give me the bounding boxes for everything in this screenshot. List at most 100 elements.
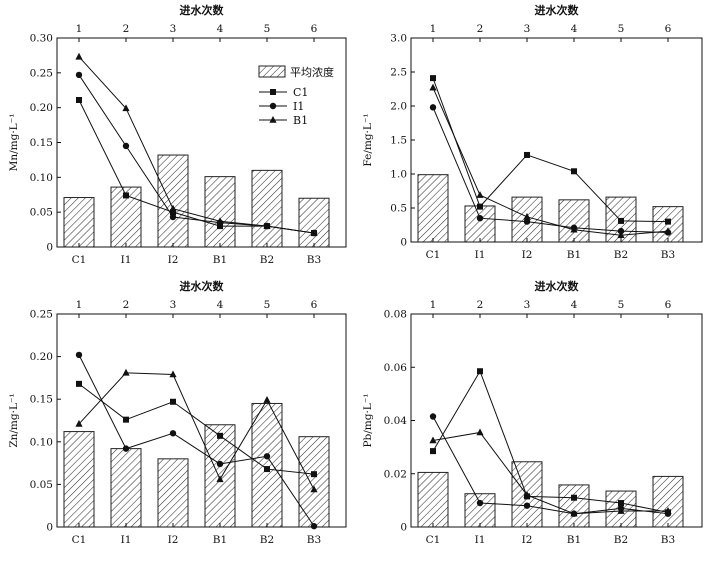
top-tick-label: 5: [618, 299, 625, 311]
point-I1: [75, 351, 83, 359]
point-I1: [75, 71, 83, 79]
bar-B1: [204, 176, 236, 248]
point-B1: [570, 225, 578, 233]
bar-C1: [63, 197, 95, 248]
top-tick-label: 3: [524, 299, 531, 311]
point-I1: [523, 502, 531, 509]
x-tick-label: I2: [168, 254, 179, 266]
point-C1: [217, 223, 223, 230]
point-I1: [429, 104, 437, 111]
plot-frame: [56, 313, 347, 528]
top-axis-title: 进水次数: [535, 3, 580, 17]
x-tick-label: C1: [426, 249, 441, 261]
point-C1: [170, 209, 176, 216]
point-B1: [169, 204, 177, 212]
point-C1: [618, 217, 624, 224]
y-tick-label: 0.08: [384, 309, 407, 321]
x-tick-label: B2: [614, 534, 628, 546]
point-B1: [570, 509, 578, 517]
point-B1: [169, 370, 177, 378]
y-axis-label: Mn/mg·L⁻¹: [8, 114, 20, 172]
y-tick-label: 0: [46, 522, 53, 534]
point-I1: [476, 215, 484, 222]
top-tick-label: 2: [477, 299, 484, 311]
point-C1: [665, 218, 671, 225]
point-C1: [217, 432, 223, 439]
top-tick-label: 6: [665, 299, 672, 311]
bar-I1: [464, 493, 496, 528]
point-B1: [122, 368, 130, 376]
legend-marker-C1: [270, 89, 276, 95]
point-I1: [122, 445, 130, 452]
bar-B3: [298, 436, 330, 528]
point-C1: [430, 75, 436, 82]
top-tick-label: 2: [123, 299, 130, 311]
point-B1: [216, 217, 224, 225]
top-tick-label: 3: [170, 23, 177, 35]
top-tick-label: 4: [217, 299, 224, 311]
top-tick-label: 1: [76, 299, 83, 311]
y-tick-label: 0.10: [30, 172, 53, 184]
y-tick-label: 0.05: [30, 207, 53, 219]
bar-I1: [110, 448, 142, 528]
point-I1: [169, 430, 177, 437]
chart-panel-4: 0 0.02 0.04 0.06 0.08 C1 1 I1 2 I2 3 B1 4 B2 5 B3 6 进水次数 P…: [362, 279, 703, 546]
y-tick-label: 0.5: [390, 203, 407, 215]
x-tick-label: B3: [661, 249, 675, 261]
series-line-B1: [78, 56, 315, 234]
bar-B2: [251, 169, 283, 248]
y-tick-label: 0.20: [30, 102, 53, 114]
point-I1: [216, 460, 224, 468]
point-I1: [122, 142, 130, 150]
bar-I2: [157, 458, 189, 528]
legend-swatch-bars: [258, 65, 286, 78]
y-tick-label: 1.5: [390, 135, 407, 147]
x-tick-label: B1: [567, 534, 581, 546]
point-I1: [429, 413, 437, 420]
top-tick-label: 2: [123, 23, 130, 35]
y-tick-label: 0.06: [384, 362, 408, 374]
top-tick-label: 6: [311, 299, 318, 311]
top-tick-label: 1: [76, 23, 83, 35]
series-line-B1: [432, 431, 668, 515]
top-tick-label: 4: [571, 299, 578, 311]
series-line-I1: [78, 354, 315, 527]
point-C1: [264, 466, 270, 473]
y-tick-label: 2.0: [390, 101, 407, 113]
y-tick-label: 0: [400, 237, 407, 249]
y-tick-label: 1.0: [390, 169, 407, 181]
x-tick-label: C1: [72, 534, 87, 546]
top-axis-title: 进水次数: [535, 279, 580, 293]
point-C1: [524, 151, 530, 158]
y-axis-label: Zn/mg·L⁻¹: [8, 393, 20, 447]
chart-panel-1: 0 0.05 0.10 0.15 0.20 0.25 0.30 C1 1 I1 2 I2 3 B1 4 B2 5…: [8, 3, 347, 266]
x-tick-label: I2: [522, 249, 533, 261]
y-tick-label: 0: [46, 242, 53, 254]
series-line-B1: [78, 372, 315, 490]
bar-B3: [298, 197, 330, 248]
point-C1: [123, 192, 129, 199]
x-tick-label: C1: [426, 534, 441, 546]
top-tick-label: 3: [170, 299, 177, 311]
top-axis-title: 进水次数: [180, 279, 225, 293]
x-tick-label: B3: [661, 534, 675, 546]
point-B1: [310, 485, 318, 493]
x-tick-label: I1: [475, 534, 486, 546]
series-line-C1: [432, 370, 669, 513]
point-B1: [216, 475, 224, 483]
top-tick-label: 6: [311, 23, 318, 35]
y-tick-label: 0: [400, 522, 407, 534]
chart-panel-2: 0 0.5 1.0 1.5 2.0 2.5 3.0 C1 1 I1 2 I2 3 B1 4 B2 5 B3 6 进水次…: [362, 3, 703, 261]
y-tick-label: 3.0: [390, 33, 407, 45]
x-tick-label: C1: [72, 254, 87, 266]
point-I1: [310, 522, 318, 530]
top-axis-title: 进水次数: [180, 3, 225, 17]
y-axis-label: Fe/mg·L⁻¹: [362, 113, 374, 166]
x-tick-label: B1: [213, 254, 227, 266]
point-I1: [523, 218, 531, 225]
point-I1: [169, 213, 177, 221]
x-tick-label: B2: [260, 534, 274, 546]
point-C1: [430, 448, 436, 455]
point-B1: [429, 436, 437, 444]
